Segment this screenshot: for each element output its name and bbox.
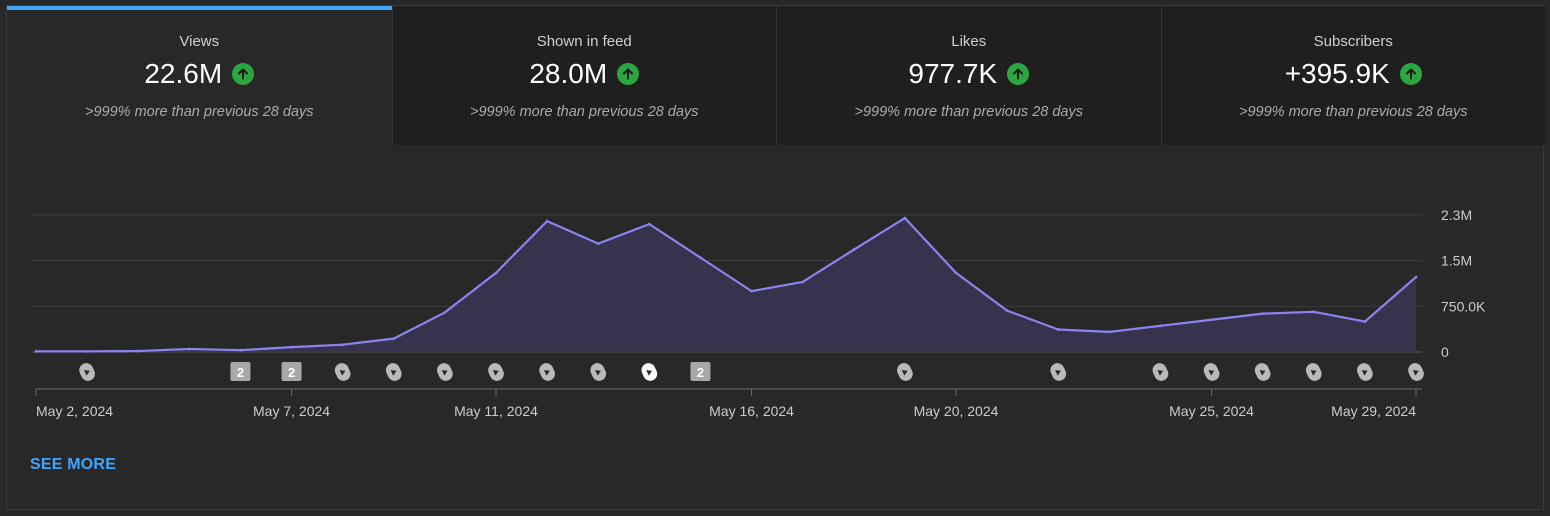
arrow-up-icon: [1399, 63, 1422, 85]
data-point: [596, 242, 600, 246]
data-point: [954, 271, 958, 275]
data-point: [750, 289, 753, 293]
data-point: [1363, 320, 1367, 323]
x-tick-label: May 20, 2024: [914, 403, 999, 419]
data-point: [187, 347, 191, 351]
arrow-up-icon: [617, 63, 640, 85]
data-point: [341, 343, 345, 347]
badge-count: 2: [237, 365, 244, 380]
x-tick-label: May 29, 2024: [1331, 403, 1416, 419]
shorts-icon[interactable]: [384, 361, 404, 383]
data-point: [1414, 275, 1418, 279]
tab-subscribers[interactable]: Subscribers +395.9K >999% more than prev…: [1160, 6, 1545, 145]
data-point: [1261, 312, 1265, 316]
arrow-up-icon: [1007, 63, 1030, 85]
data-point: [1005, 309, 1009, 312]
shorts-icon[interactable]: [588, 361, 608, 383]
badge-count: 2: [697, 365, 704, 380]
data-point: [34, 349, 38, 353]
tab-shown-in-feed[interactable]: Shown in feed 28.0M >999% more than prev…: [391, 6, 776, 145]
x-tick-label: May 16, 2024: [709, 403, 794, 419]
area-fill: [36, 218, 1416, 352]
data-point: [801, 280, 805, 284]
tab-comparison: >999% more than previous 28 days: [1238, 104, 1468, 120]
shorts-icon[interactable]: [1201, 361, 1221, 383]
shorts-icon[interactable]: [1048, 361, 1068, 383]
x-tick-label: May 11, 2024: [454, 403, 538, 419]
shorts-icon[interactable]: [1150, 361, 1170, 383]
shorts-icon[interactable]: [333, 361, 353, 383]
tab-likes[interactable]: Likes 977.7K >999% more than previous 28…: [776, 6, 1161, 145]
shorts-icon[interactable]: [1355, 361, 1375, 383]
tab-comparison: >999% more than previous 28 days: [469, 104, 699, 120]
tab-value: +395.9K: [1284, 58, 1390, 89]
data-point: [1312, 310, 1316, 314]
tab-label: Views: [179, 33, 220, 50]
shorts-icon[interactable]: [435, 361, 455, 383]
data-point: [545, 219, 549, 223]
see-more-link[interactable]: SEE MORE: [30, 456, 117, 473]
content-count-badge: [230, 362, 251, 381]
y-tick-label: 0: [1441, 344, 1449, 360]
views-chart: 2.3M 1.5M 750.0K 0 2 2 2 May 2, 2024 May 7, 2024…: [32, 207, 1486, 419]
data-point: [290, 345, 293, 349]
shorts-icon[interactable]: [1406, 361, 1426, 383]
content-count-badge: [281, 362, 302, 381]
y-tick-label: 2.3M: [1441, 207, 1472, 223]
tab-label: Subscribers: [1313, 33, 1393, 50]
shorts-icon[interactable]: [895, 361, 915, 383]
badge-count: 2: [288, 365, 295, 380]
shorts-icon[interactable]: [1304, 361, 1324, 383]
data-point: [903, 216, 907, 220]
series-line: [36, 216, 1417, 353]
tab-views[interactable]: Views 22.6M >999% more than previous 28 …: [7, 6, 392, 145]
data-point: [494, 271, 498, 275]
content-count-badge: [690, 362, 711, 381]
shorts-icon[interactable]: [537, 361, 557, 383]
tab-comparison: >999% more than previous 28 days: [854, 104, 1084, 120]
tab-value: 977.7K: [908, 58, 998, 89]
data-point: [392, 337, 396, 341]
shorts-icon[interactable]: [77, 361, 97, 383]
data-point: [1107, 330, 1111, 334]
x-tick-label: May 25, 2024: [1169, 403, 1254, 419]
arrow-up-icon: [232, 63, 255, 85]
data-point: [699, 256, 702, 260]
shorts-icon[interactable]: [1253, 361, 1273, 383]
data-point: [136, 349, 140, 353]
data-point: [1210, 318, 1213, 322]
tab-label: Likes: [951, 33, 987, 50]
shorts-icon[interactable]: [486, 361, 506, 383]
metric-tabs: Views 22.6M >999% more than previous 28 …: [7, 6, 1545, 145]
data-point: [443, 311, 447, 314]
data-point: [1056, 328, 1060, 331]
tab-label: Shown in feed: [536, 33, 632, 50]
analytics-card: Views 22.6M >999% more than previous 28 …: [6, 5, 1545, 510]
data-point: [239, 348, 242, 352]
tab-value: 28.0M: [529, 58, 608, 89]
x-tick-label: May 2, 2024: [36, 403, 113, 419]
data-point: [852, 248, 856, 252]
data-point: [1159, 324, 1162, 328]
tab-comparison: >999% more than previous 28 days: [84, 104, 314, 120]
x-tick-label: May 7, 2024: [253, 403, 330, 419]
y-tick-label: 1.5M: [1441, 253, 1472, 269]
data-point: [647, 222, 651, 226]
data-point: [85, 349, 89, 353]
y-tick-label: 750.0K: [1441, 298, 1486, 314]
shorts-icon[interactable]: [639, 361, 659, 383]
tab-value: 22.6M: [144, 58, 223, 89]
